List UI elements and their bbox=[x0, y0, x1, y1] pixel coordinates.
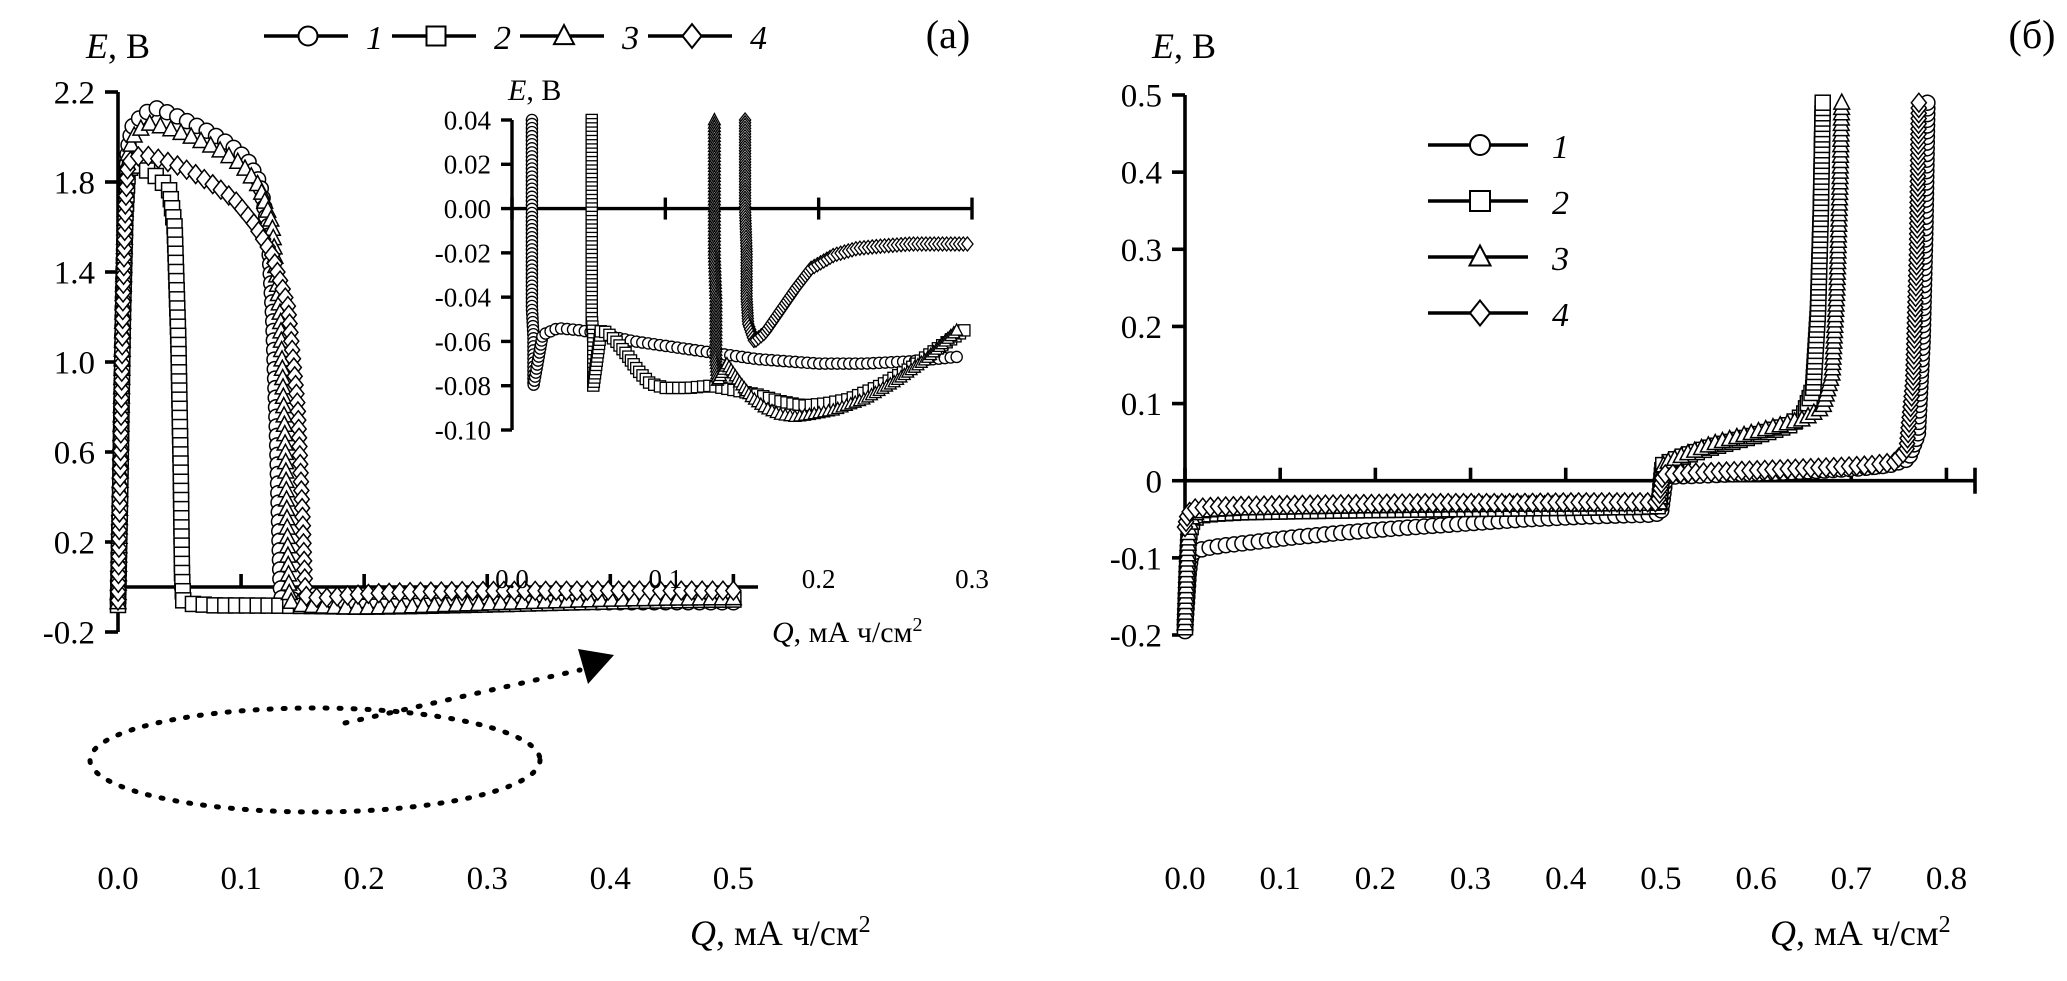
panel-b-x-tick-label: 0.2 bbox=[1355, 861, 1396, 897]
inset-y-tick-label: 0.04 bbox=[444, 105, 492, 135]
panel-b-x-tick-label: 0.3 bbox=[1450, 861, 1491, 897]
legend-item-1[interactable]: 1 bbox=[1428, 129, 1569, 166]
panel-b-x-tick-label: 0.7 bbox=[1831, 861, 1872, 897]
panel-b-series-4 bbox=[1176, 92, 1928, 538]
inset-y-tick-label: -0.02 bbox=[435, 238, 491, 268]
inset-x-tick-label: 0.1 bbox=[648, 564, 682, 594]
panel-b-x-axis-title: Q, мА ч/см2 bbox=[1770, 912, 1951, 953]
inset-y-axis-title: E, В bbox=[507, 74, 561, 107]
legend-label-4: 4 bbox=[1552, 297, 1569, 334]
zoom-callout bbox=[87, 649, 614, 815]
panel-b-legend: 1 2 3 4 bbox=[1428, 129, 1569, 334]
inset-series-3 bbox=[707, 112, 964, 423]
panel-b-y-tick-label: 0.3 bbox=[1121, 233, 1162, 269]
panel-a-x-tick-label: 0.0 bbox=[97, 861, 138, 897]
legend-label-1: 1 bbox=[1552, 129, 1569, 166]
panel-a-y-axis-title: E, В bbox=[85, 26, 150, 66]
inset-axis-titles: E, В Q, мА ч/см2 bbox=[507, 74, 923, 649]
inset-y-tick-label: -0.06 bbox=[435, 327, 491, 357]
legend-label-3: 3 bbox=[621, 20, 639, 57]
panel-a-x-axis-title: Q, мА ч/см2 bbox=[690, 912, 871, 953]
legend-label-2: 2 bbox=[1552, 185, 1569, 222]
panel-a-y-tick-label: 1.8 bbox=[54, 166, 95, 202]
panel-b-x-tick-label: 0.0 bbox=[1164, 861, 1205, 897]
panel-b-label: (б) bbox=[2009, 12, 2056, 57]
panel-a-x-tick-label: 0.4 bbox=[590, 861, 631, 897]
panel-b-x-tick-label: 0.4 bbox=[1545, 861, 1586, 897]
panel-b-y-tick-label: 0.2 bbox=[1121, 310, 1162, 346]
inset-x-tick-label: 0.3 bbox=[955, 564, 989, 594]
inset-x-tick-label: 0.0 bbox=[495, 564, 529, 594]
legend-item-4[interactable]: 4 bbox=[1428, 297, 1569, 334]
panel-b-axis-titles: E, В Q, мА ч/см2 bbox=[1151, 26, 1951, 953]
panel-a-x-tick-label: 0.1 bbox=[220, 861, 261, 897]
inset-x-axis-title: Q, мА ч/см2 bbox=[772, 614, 923, 649]
panel-a-series-4 bbox=[109, 145, 742, 612]
inset-y-tick-label: 0.02 bbox=[444, 150, 491, 180]
legend-item-2[interactable]: 2 bbox=[1428, 185, 1569, 222]
panel-b-y-tick-label: 0 bbox=[1146, 464, 1163, 500]
panel-b-x-tick-label: 0.6 bbox=[1735, 861, 1776, 897]
panel-b-plot: 0.5 0.4 0.3 0.2 0.1 0 -0.1 -0.2 0.0 0.1 0.2 0.3 0.4 0… bbox=[1110, 79, 1977, 897]
legend-item-4[interactable]: 4 bbox=[648, 20, 767, 57]
inset-y-tick-label: -0.10 bbox=[435, 415, 491, 445]
legend-label-2: 2 bbox=[494, 20, 511, 57]
panel-b-y-tick-label: -0.2 bbox=[1110, 619, 1162, 655]
panel-a-label: (а) bbox=[926, 12, 970, 57]
panel-a-axis-titles: E, В Q, мА ч/см2 bbox=[85, 26, 871, 953]
panel-b-x-tick-label: 0.5 bbox=[1640, 861, 1681, 897]
panel-a-legend: 1 2 3 4 bbox=[264, 20, 767, 57]
panel-b-y-tick-label: 0.5 bbox=[1121, 79, 1162, 115]
panel-a-y-tick-label: -0.2 bbox=[43, 616, 95, 652]
panel-a-y-tick-label: 2.2 bbox=[54, 76, 95, 112]
legend-label-1: 1 bbox=[366, 20, 383, 57]
legend-item-3[interactable]: 3 bbox=[1428, 241, 1569, 278]
inset-x-tick-label: 0.2 bbox=[802, 564, 836, 594]
callout-leader bbox=[342, 667, 583, 726]
panel-b-series-2 bbox=[1176, 94, 1831, 636]
legend-item-1[interactable]: 1 bbox=[264, 20, 383, 57]
panel-a-y-tick-label: 1.4 bbox=[54, 256, 95, 292]
panel-b-line-2 bbox=[1184, 102, 1824, 628]
legend-item-3[interactable]: 3 bbox=[520, 20, 639, 57]
panel-b-y-tick-label: 0.4 bbox=[1121, 156, 1162, 192]
panel-b-y-tick-label: 0.1 bbox=[1121, 387, 1162, 423]
panel-a-series-3 bbox=[108, 113, 743, 615]
panel-a-y-tick-label: 0.6 bbox=[54, 436, 95, 472]
panel-a-x-tick-label: 0.3 bbox=[467, 861, 508, 897]
panel-a-x-tick-label: 0.5 bbox=[713, 861, 754, 897]
panel-b-x-tick-label: 0.1 bbox=[1260, 861, 1301, 897]
callout-ellipse bbox=[87, 705, 543, 815]
inset-y-tick-label: 0.00 bbox=[444, 194, 491, 224]
panel-b-x-tick-label: 0.8 bbox=[1926, 861, 1967, 897]
inset-series-4 bbox=[738, 111, 974, 349]
legend-label-4: 4 bbox=[750, 20, 767, 57]
inset-y-tick-label: -0.04 bbox=[435, 283, 492, 313]
callout-arrow-icon bbox=[578, 649, 614, 684]
panel-a-y-tick-label: 0.2 bbox=[54, 526, 95, 562]
inset-y-tick-label: -0.08 bbox=[435, 371, 491, 401]
panel-a-line-2 bbox=[117, 164, 734, 608]
panel-a-y-tick-label: 1.0 bbox=[54, 346, 95, 382]
panel-b-y-axis-title: E, В bbox=[1151, 26, 1216, 66]
panel-a-x-tick-label: 0.2 bbox=[344, 861, 385, 897]
panel-b-series-3 bbox=[1175, 92, 1851, 631]
inset-plot: 0.04 0.02 0.00 -0.02 -0.04 -0.06 -0.08 -0.10 0.0… bbox=[435, 105, 989, 594]
inset-series-2 bbox=[585, 113, 971, 412]
legend-label-3: 3 bbox=[1551, 241, 1569, 278]
panel-a-plot: 2.2 1.8 1.4 1.0 0.6 0.2 -0.2 0.0 0.1 0.2 0.3 0.4 0.5 bbox=[43, 76, 758, 897]
legend-item-2[interactable]: 2 bbox=[392, 20, 511, 57]
panel-b-y-tick-label: -0.1 bbox=[1110, 541, 1162, 577]
